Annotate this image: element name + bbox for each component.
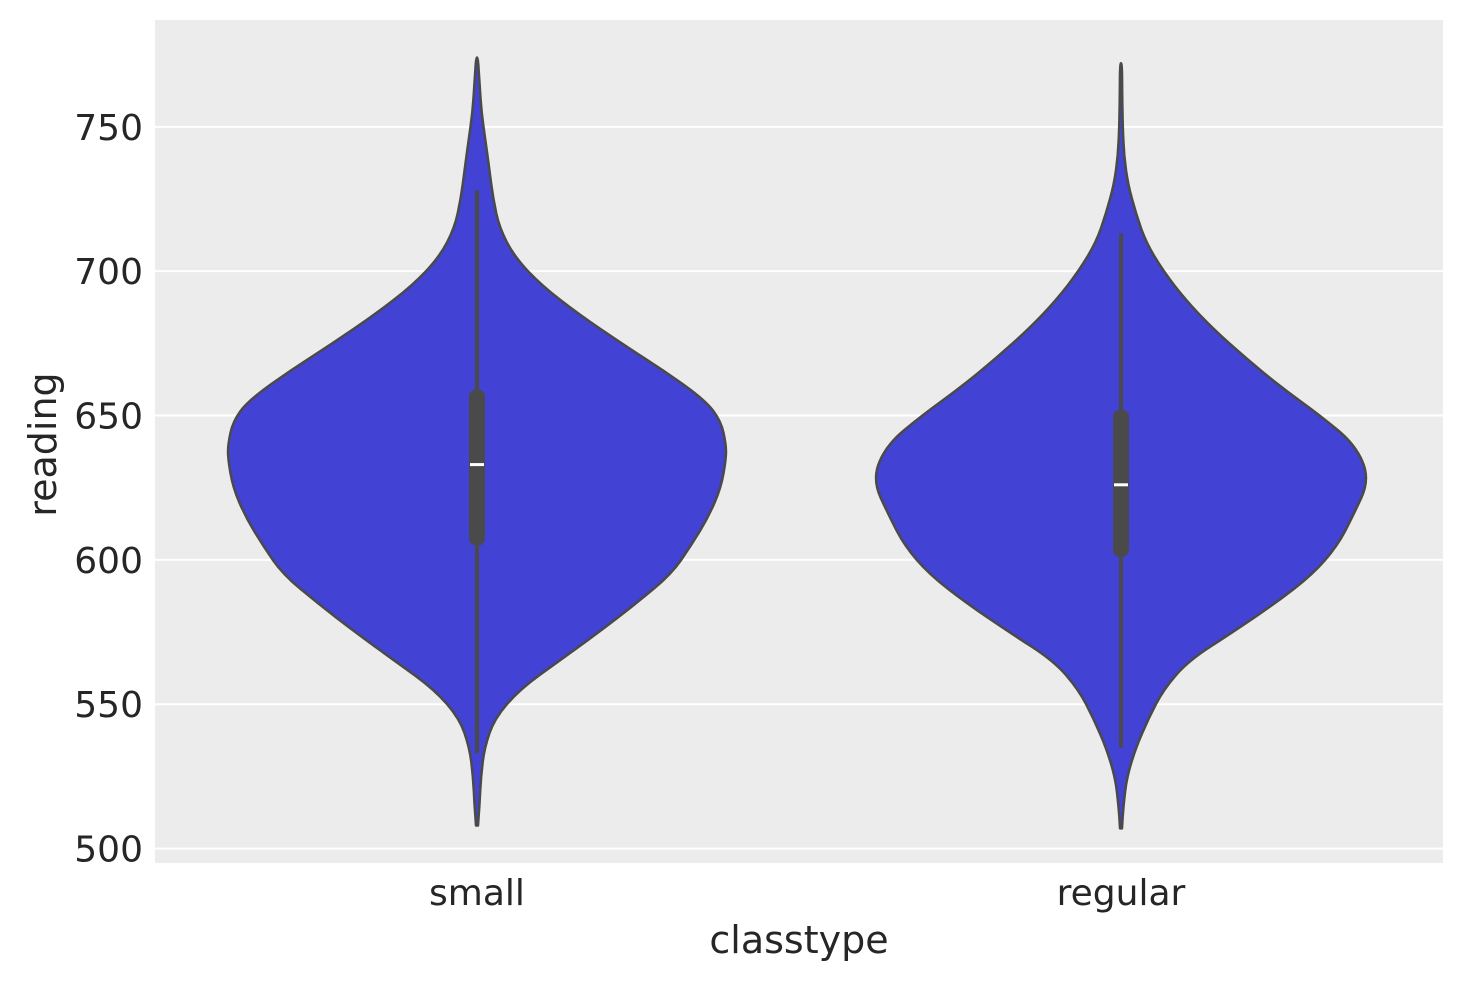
violin-regular [874,62,1368,830]
y-axis-ticks: 500 550 600 650 700 750 [74,108,143,871]
x-axis-label: classtype [709,918,888,962]
violin-small [226,56,728,827]
y-tick-label: 550 [74,685,143,726]
iqr-box [469,389,485,546]
y-tick-label: 500 [74,830,143,871]
violins [226,56,1368,830]
y-axis-label: reading [21,372,65,516]
x-tick-label: small [429,873,525,914]
x-axis-ticks: small regular [429,873,1185,914]
y-tick-label: 650 [74,397,143,438]
y-tick-label: 750 [74,108,143,149]
x-tick-label: regular [1057,873,1186,914]
y-tick-label: 600 [74,541,143,582]
y-tick-label: 700 [74,252,143,293]
